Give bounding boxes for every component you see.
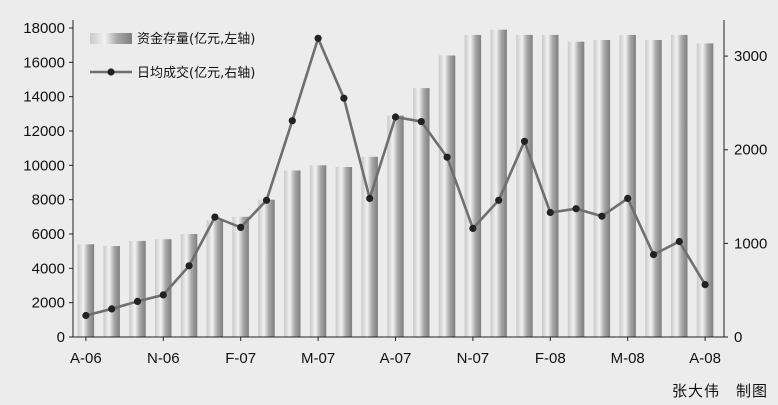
line-point-12	[391, 113, 400, 121]
line-point-15	[469, 224, 477, 232]
line-point-20	[598, 212, 606, 220]
bar-4	[180, 234, 198, 337]
legend-label-bar: 资金存量(亿元,左轴)	[137, 31, 255, 47]
bar-22	[645, 40, 662, 337]
line-point-22	[649, 251, 658, 259]
right-tick-label-1: 1000	[734, 235, 767, 252]
bar-5	[206, 220, 224, 337]
bar-21	[619, 34, 636, 338]
legend-label-line: 日均成交(亿元,右轴)	[137, 65, 255, 81]
left-tick-label-1: 2000	[32, 295, 65, 312]
left-tick-label-6: 12000	[23, 123, 65, 140]
legend: 资金存量(亿元,左轴) 日均成交(亿元,右轴)	[90, 31, 255, 81]
bar-12	[387, 115, 404, 337]
bar-15	[464, 34, 482, 338]
axes-layer	[72, 20, 725, 338]
line-point-10	[340, 94, 348, 102]
line-point-8	[288, 117, 296, 125]
chart-credit: 张大伟 制图	[671, 382, 768, 400]
bar-10	[335, 167, 353, 337]
line-point-3	[159, 291, 167, 299]
x-tick-label-8: A-08	[689, 350, 721, 367]
line-point-21	[624, 194, 632, 202]
line-point-17	[520, 137, 529, 145]
left-tick-label-2: 4000	[32, 260, 65, 277]
bar-19	[567, 41, 585, 337]
x-tick-label-0: A-06	[70, 350, 102, 367]
bar-2	[129, 240, 146, 337]
bar-0	[77, 244, 95, 337]
bar-24	[696, 43, 714, 338]
right-tick-label-0: 0	[734, 329, 742, 346]
bar-14	[438, 55, 456, 337]
bar-3	[155, 239, 172, 337]
line-point-14	[443, 153, 451, 161]
left-tick-label-3: 6000	[32, 226, 65, 243]
left-tick-label-0: 0	[57, 329, 65, 346]
left-tick-label-8: 16000	[23, 54, 65, 71]
left-tick-label-9: 18000	[23, 20, 65, 37]
bar-20	[593, 40, 611, 337]
line-point-16	[495, 196, 503, 204]
bar-8	[284, 170, 301, 337]
bar-17	[516, 34, 533, 338]
bar-18	[542, 34, 559, 338]
left-tick-label-7: 14000	[23, 89, 65, 106]
line-point-0	[82, 311, 90, 320]
line-point-5	[211, 213, 219, 221]
line-point-1	[108, 305, 116, 313]
bar-6	[232, 216, 249, 337]
line-point-24	[701, 281, 709, 289]
bar-1	[103, 246, 120, 337]
line-point-19	[572, 205, 580, 213]
bar-23	[671, 34, 688, 338]
legend-swatch-bar	[90, 33, 132, 44]
left-tick-label-4: 8000	[32, 192, 65, 209]
line-point-11	[366, 194, 374, 202]
x-tick-label-5: N-07	[457, 350, 490, 367]
bar-11	[361, 156, 378, 338]
line-point-4	[185, 262, 193, 270]
line-layer	[82, 34, 709, 320]
bar-7	[258, 199, 275, 337]
left-tick-label-5: 10000	[23, 157, 65, 174]
x-tick-label-2: F-07	[225, 350, 256, 367]
x-tick-label-7: M-08	[611, 350, 645, 367]
x-tick-label-3: M-07	[301, 350, 335, 367]
right-tick-label-3: 3000	[734, 48, 767, 65]
legend-swatch-marker	[107, 68, 115, 76]
x-tick-label-6: F-08	[535, 350, 566, 367]
bar-9	[309, 165, 327, 337]
x-tick-label-4: A-07	[380, 350, 412, 367]
line-point-2	[133, 297, 142, 305]
line-point-13	[417, 118, 425, 126]
bar-16	[490, 29, 507, 337]
x-tick-label-1: N-06	[147, 350, 180, 367]
line-point-18	[546, 208, 554, 217]
right-tick-label-2: 2000	[734, 142, 767, 159]
bar-13	[413, 88, 430, 337]
line-point-7	[262, 196, 271, 204]
bars-layer	[77, 29, 714, 338]
line-point-9	[314, 34, 322, 42]
ticks-layer: 0200040006000800010000120001400016000180…	[23, 20, 767, 367]
line-point-23	[675, 237, 683, 246]
line-point-6	[237, 223, 245, 231]
